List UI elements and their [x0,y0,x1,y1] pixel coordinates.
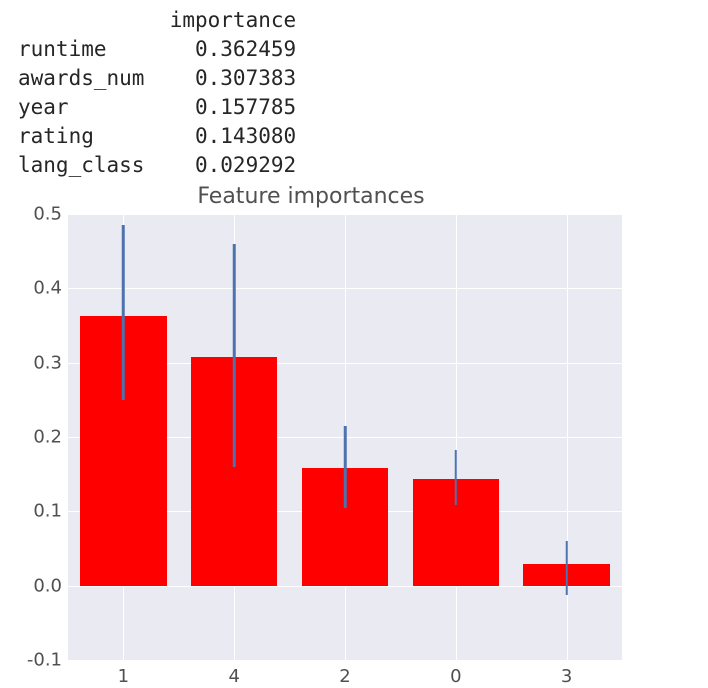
row-value: 0.029292 [170,153,296,177]
ytick-label: 0.4 [2,278,62,299]
table-header-row: importance [18,8,296,32]
row-label: year [18,95,170,119]
table-row: runtime 0.362459 [18,37,296,61]
table-row: rating 0.143080 [18,124,296,148]
xtick-label: 3 [561,666,572,687]
ytick-label: 0.3 [2,352,62,373]
xtick-label: 0 [450,666,461,687]
gridline-vertical [456,214,457,660]
ytick-label: -0.1 [2,650,62,671]
table-row: awards_num 0.307383 [18,66,296,90]
ytick-label: 0.1 [2,501,62,522]
row-label: rating [18,124,170,148]
row-label: runtime [18,37,170,61]
xtick-label: 2 [339,666,350,687]
feature-importance-chart: Feature importances -0.10.00.10.20.30.40… [0,182,708,688]
error-bar [455,450,458,505]
importance-table: importance runtime 0.362459 awards_num 0… [18,6,296,180]
ytick-label: 0.5 [2,204,62,225]
ytick-label: 0.0 [2,575,62,596]
error-bar [344,426,347,508]
error-bar [122,225,125,400]
table-header-pad [18,8,170,32]
error-bar [565,541,568,595]
chart-title: Feature importances [0,184,622,209]
error-bar [233,244,236,467]
ytick-label: 0.2 [2,427,62,448]
table-header-importance: importance [170,8,296,32]
row-value: 0.362459 [170,37,296,61]
row-label: lang_class [18,153,170,177]
xtick-label: 4 [228,666,239,687]
xtick-label: 1 [118,666,129,687]
row-value: 0.157785 [170,95,296,119]
table-row: year 0.157785 [18,95,296,119]
table-row: lang_class 0.029292 [18,153,296,177]
row-value: 0.307383 [170,66,296,90]
row-label: awards_num [18,66,170,90]
gridline-horizontal [68,660,622,661]
row-value: 0.143080 [170,124,296,148]
plot-area: -0.10.00.10.20.30.40.514203 [68,214,622,660]
